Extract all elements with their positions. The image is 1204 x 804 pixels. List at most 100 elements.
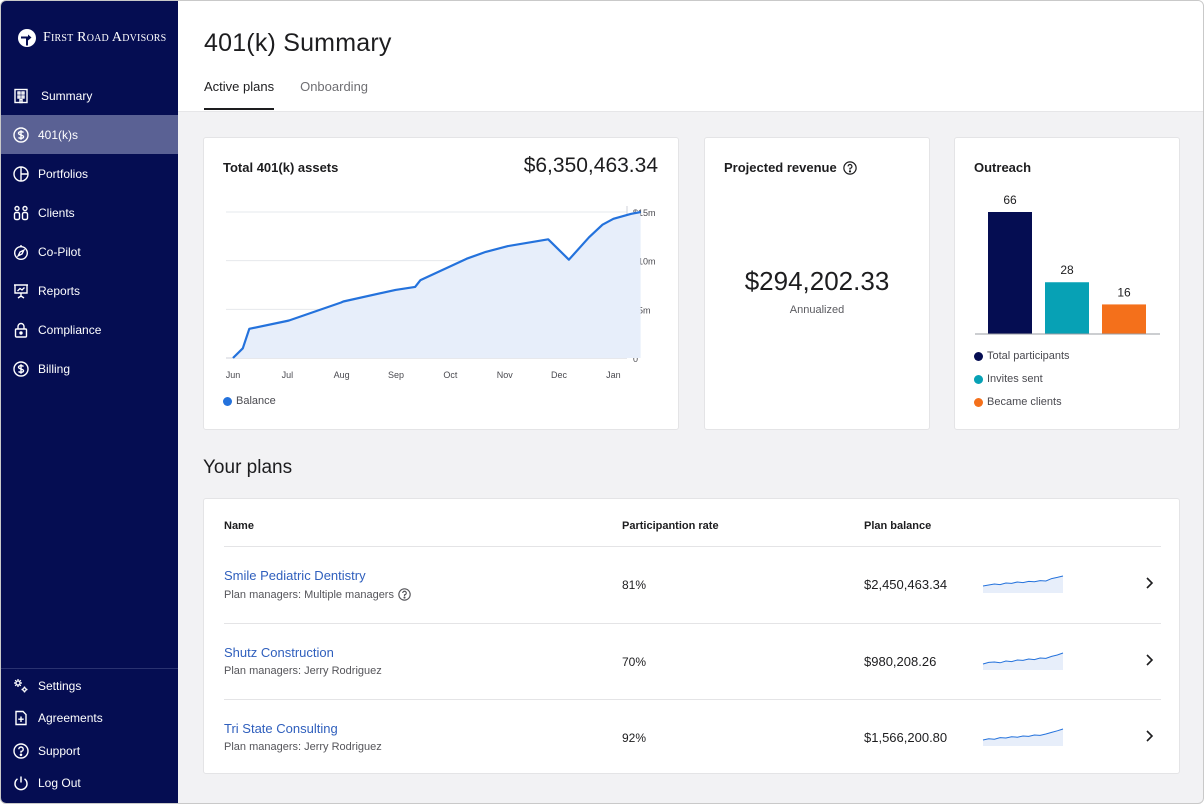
sidebar-item-billing[interactable]: Billing xyxy=(1,349,178,388)
sidebar-item-co-pilot[interactable]: Co-Pilot xyxy=(1,232,178,271)
power-icon xyxy=(14,776,28,790)
page-title: 401(k) Summary xyxy=(204,29,392,57)
plan-name-link[interactable]: Tri State Consulting xyxy=(224,721,338,736)
sidebar-item-label: Compliance xyxy=(38,322,102,337)
sidebar-item-label: Reports xyxy=(38,283,81,298)
bar xyxy=(988,212,1032,334)
help-circle-icon[interactable] xyxy=(842,160,857,175)
tabs: Active plans Onboarding xyxy=(204,79,368,110)
dollar-circle-icon xyxy=(13,126,29,143)
x-tick-label: Oct xyxy=(443,370,458,380)
sidebar-item-label: Co-Pilot xyxy=(38,244,81,259)
sidebar-item-portfolios[interactable]: Portfolios xyxy=(1,154,178,193)
tab-onboarding[interactable]: Onboarding xyxy=(300,79,369,94)
plan-managers: Plan managers: Multiple managers xyxy=(224,588,411,601)
legend-dot xyxy=(974,397,983,407)
legend-label: Invites sent xyxy=(987,373,1043,385)
sidebar-item-reports[interactable]: Reports xyxy=(1,271,178,310)
pie-chart-icon xyxy=(13,165,29,182)
assets-title: Total 401(k) assets xyxy=(223,160,339,175)
sidebar-item-agreements[interactable]: Agreements xyxy=(1,698,178,737)
chevron-right-icon[interactable] xyxy=(1144,653,1154,667)
balance-sparkline xyxy=(982,575,1064,593)
brand[interactable]: First Road Advisors xyxy=(18,29,166,47)
balance-legend-label: Balance xyxy=(236,395,276,407)
sidebar-item-label: Billing xyxy=(38,361,71,376)
y-tick-label: $5m xyxy=(633,305,651,315)
balance-sparkline xyxy=(982,652,1064,670)
road-sign-icon xyxy=(18,29,36,47)
legend-item: Invites sent xyxy=(974,373,1043,385)
sidebar-item-401ks[interactable]: 401(k)s xyxy=(1,115,178,154)
assets-legend: Balance xyxy=(223,395,276,407)
revenue-card: Projected revenue $294,202.33 Annualized xyxy=(704,137,930,430)
people-icon xyxy=(13,205,29,220)
legend-item: Total participants xyxy=(974,350,1070,362)
outreach-chart: 66 28 16 xyxy=(975,193,1160,335)
plan-managers: Plan managers: Jerry Rodriguez xyxy=(224,665,382,677)
plan-balance: $980,208.26 xyxy=(864,654,937,669)
x-tick-label: Dec xyxy=(551,370,568,380)
sidebar-item-settings[interactable]: Settings xyxy=(1,666,178,705)
sparkline-line xyxy=(982,575,1064,587)
assets-chart: 0 $5m $10m $15m Jun Jul Aug Sep Oct Nov Dec Jan xyxy=(226,206,656,380)
y-tick-label: 0 xyxy=(633,354,638,364)
x-tick-label: Jul xyxy=(282,370,294,380)
sparkline-area xyxy=(983,576,1063,593)
sidebar-item-summary[interactable]: Summary xyxy=(1,76,178,115)
participation-rate: 92% xyxy=(622,731,647,745)
participation-rate: 81% xyxy=(622,578,647,592)
column-header-rate: Participantion rate xyxy=(622,520,719,532)
column-header-balance: Plan balance xyxy=(864,520,932,532)
plan-name-link[interactable]: Smile Pediatric Dentistry xyxy=(224,568,366,583)
balance-sparkline xyxy=(982,728,1064,746)
revenue-title-row: Projected revenue xyxy=(724,160,857,175)
sidebar-item-label: Agreements xyxy=(38,710,103,725)
bar-value-label: 16 xyxy=(1117,285,1131,299)
legend-item: Became clients xyxy=(974,396,1062,408)
y-tick-label: $10m xyxy=(633,257,656,267)
sidebar-item-label: Support xyxy=(38,743,81,758)
assets-card: Total 401(k) assets $6,350,463.34 0 $5m $1… xyxy=(203,137,679,430)
sidebar-item-support[interactable]: Support xyxy=(1,731,178,770)
legend-dot xyxy=(974,351,983,361)
x-tick-label: Jun xyxy=(226,370,241,380)
table-row[interactable]: Smile Pediatric Dentistry Plan managers:… xyxy=(224,546,1161,622)
chevron-right-icon[interactable] xyxy=(1144,729,1154,743)
help-circle-icon xyxy=(13,742,29,759)
sparkline-area xyxy=(983,653,1063,670)
sidebar-item-clients[interactable]: Clients xyxy=(1,193,178,232)
plan-managers-text: Plan managers: Jerry Rodriguez xyxy=(224,665,382,677)
sidebar-item-compliance[interactable]: Compliance xyxy=(1,310,178,349)
participation-rate: 70% xyxy=(622,655,647,669)
section-title: Your plans xyxy=(203,457,293,478)
bar xyxy=(1045,282,1089,334)
revenue-subtitle: Annualized xyxy=(789,304,845,316)
plan-managers-text: Plan managers: Jerry Rodriguez xyxy=(224,741,382,753)
x-tick-label: Jan xyxy=(606,370,621,380)
x-tick-label: Sep xyxy=(388,370,404,380)
sidebar-item-log-out[interactable]: Log Out xyxy=(1,763,178,802)
sparkline-line xyxy=(982,652,1064,665)
help-circle-icon[interactable] xyxy=(398,588,411,601)
bar xyxy=(1102,304,1146,334)
sidebar: First Road Advisors Summary 401(k)s Port… xyxy=(1,1,178,803)
plan-balance: $1,566,200.80 xyxy=(864,730,948,745)
chevron-right-icon[interactable] xyxy=(1144,576,1154,590)
sidebar-item-label: Log Out xyxy=(38,775,81,790)
tab-active-plans[interactable]: Active plans xyxy=(204,79,275,110)
balance-area xyxy=(233,212,641,358)
outreach-card: Outreach 66 28 16 Total participants Invite… xyxy=(954,137,1180,430)
table-row[interactable]: Shutz Construction Plan managers: Jerry … xyxy=(224,623,1161,699)
plan-balance: $2,450,463.34 xyxy=(864,577,948,592)
lock-icon xyxy=(14,322,28,338)
revenue-value: $294,202.33 xyxy=(744,266,890,296)
plan-name-link[interactable]: Shutz Construction xyxy=(224,645,334,660)
revenue-title: Projected revenue xyxy=(724,160,837,175)
sparkline-area xyxy=(983,729,1063,746)
x-tick-label: Nov xyxy=(497,370,514,380)
table-row[interactable]: Tri State Consulting Plan managers: Jerr… xyxy=(224,699,1161,775)
gears-icon xyxy=(14,678,28,692)
document-plus-icon xyxy=(15,710,27,725)
